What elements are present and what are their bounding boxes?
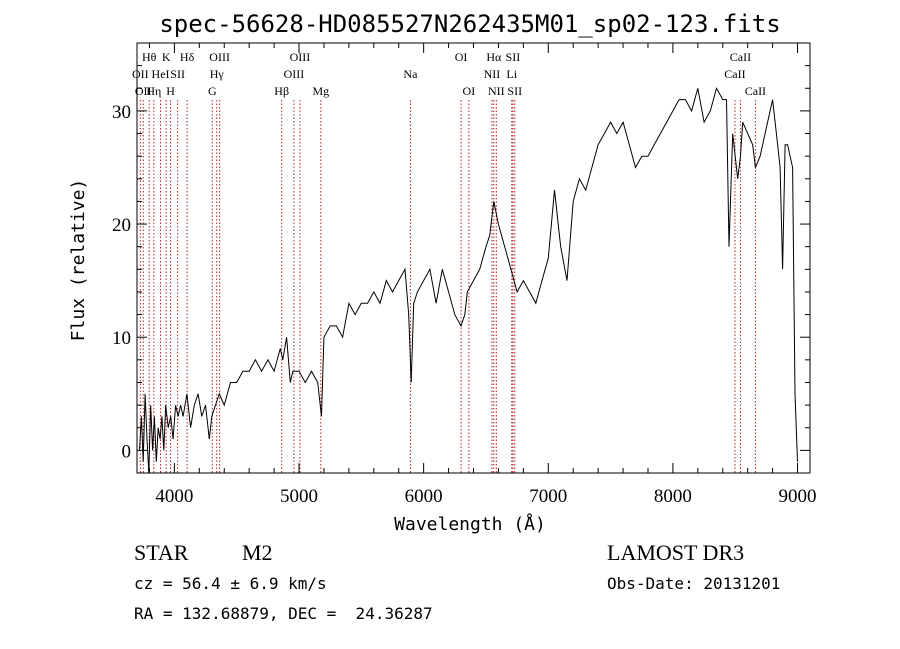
y-tick-label-0: 0 <box>122 441 132 462</box>
marker-label-2: Hθ <box>142 50 157 64</box>
x-tick-label-1: 5000 <box>280 486 318 507</box>
marker-label-7: SII <box>170 67 185 81</box>
marker-label-26: CaII <box>730 50 751 64</box>
x-tick-label-0: 4000 <box>155 486 193 507</box>
marker-label-20: Hα <box>486 50 502 64</box>
survey-name: LAMOST DR3 <box>607 540 745 565</box>
marker-label-6: H <box>166 84 175 98</box>
redshift-cz: cz = 56.4 ± 6.9 km/s <box>134 574 327 593</box>
marker-label-13: OIII <box>284 67 305 81</box>
marker-label-16: Na <box>403 67 418 81</box>
marker-label-24: SII <box>507 84 522 98</box>
spectral-line-markers: OII OII Hθ Hη HeI K H SII Hδ G Hγ OIII Hβ OIII OIII Mg N… <box>132 50 766 473</box>
chart-title: spec-56628-HD085527N262435M01_sp02-123.f… <box>159 10 780 38</box>
marker-label-17: OI <box>455 50 468 64</box>
marker-label-22: Li <box>506 67 517 81</box>
y-axis-label: Flux (relative) <box>68 179 89 342</box>
marker-label-10: Hγ <box>210 67 225 81</box>
marker-label-19: NII <box>484 67 501 81</box>
marker-label-4: HeI <box>152 67 170 81</box>
x-axis-label: Wavelength (Å) <box>394 513 546 535</box>
object-subclass: M2 <box>242 540 273 565</box>
marker-label-23: SII <box>506 50 521 64</box>
marker-label-11: OIII <box>209 50 230 64</box>
y-tick-label-2: 20 <box>112 215 131 236</box>
object-class: STAR <box>134 540 189 565</box>
plot-frame <box>136 42 811 474</box>
marker-label-12: Hβ <box>274 84 289 98</box>
marker-label-1: OII <box>135 84 152 98</box>
marker-label-9: G <box>208 84 217 98</box>
marker-label-27: CaII <box>745 84 766 98</box>
marker-label-0: OII <box>132 67 149 81</box>
y-axis-ticks: 0 10 20 30 <box>112 65 810 462</box>
marker-label-25: CaII <box>724 67 745 81</box>
marker-label-21: NII <box>488 84 505 98</box>
x-tick-label-5: 9000 <box>779 486 817 507</box>
marker-label-18: OI <box>463 84 476 98</box>
spectrum-line <box>139 86 798 474</box>
x-axis-ticks: 4000 5000 6000 7000 8000 9000 <box>148 43 817 507</box>
y-tick-label-3: 30 <box>112 102 131 123</box>
marker-label-5: K <box>162 50 171 64</box>
coordinates: RA = 132.68879, DEC = 24.36287 <box>134 604 433 623</box>
marker-label-15: Mg <box>312 84 329 98</box>
x-tick-label-2: 6000 <box>405 486 443 507</box>
x-tick-label-3: 7000 <box>529 486 567 507</box>
x-tick-label-4: 8000 <box>654 486 692 507</box>
marker-label-8: Hδ <box>180 50 195 64</box>
y-tick-label-1: 10 <box>112 328 131 349</box>
marker-label-3: Hη <box>146 84 161 98</box>
observation-date: Obs-Date: 20131201 <box>607 574 781 593</box>
marker-label-14: OIII <box>290 50 311 64</box>
